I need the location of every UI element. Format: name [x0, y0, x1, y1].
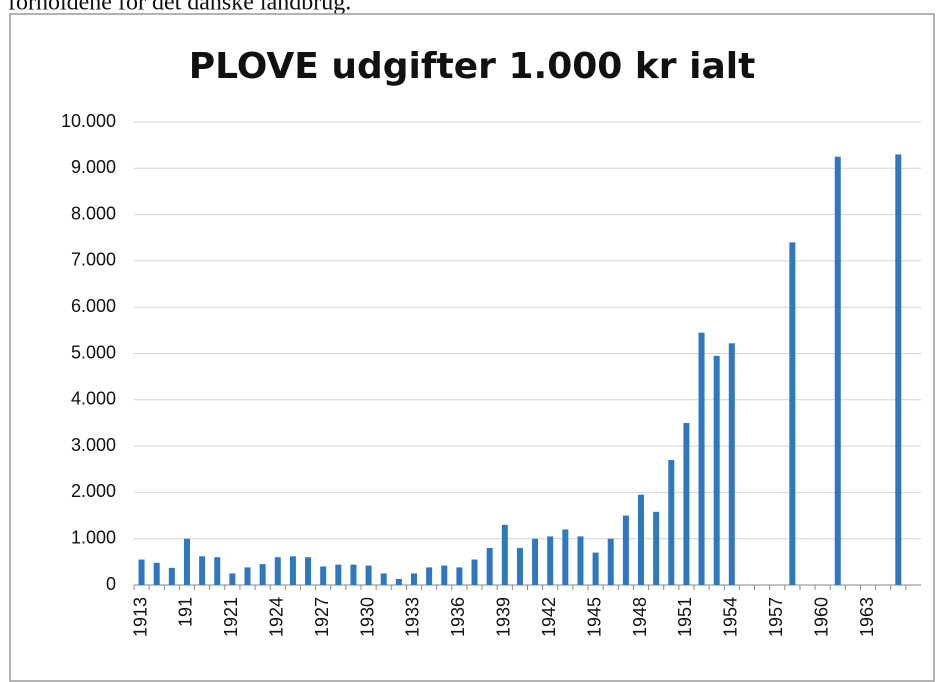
x-tick-label: 1957 [766, 597, 786, 637]
bar [577, 536, 584, 585]
bar [501, 524, 508, 585]
x-tick-label: 1960 [811, 597, 831, 637]
y-tick-label: 2.000 [71, 481, 116, 501]
bar [138, 559, 145, 585]
bar [274, 557, 281, 585]
x-tick-label: 1948 [630, 597, 650, 637]
x-tick-label: 1921 [221, 597, 241, 637]
x-tick-label: 1927 [312, 597, 332, 637]
x-tick-label: 191 [176, 597, 196, 627]
bar [244, 567, 251, 585]
bar [698, 332, 705, 585]
x-tick-label: 1963 [857, 597, 877, 637]
bar [214, 557, 221, 585]
bar [289, 556, 296, 585]
bar [199, 556, 206, 585]
bar [516, 547, 523, 585]
bar [532, 538, 539, 585]
y-tick-label: 7.000 [71, 250, 116, 270]
bar [622, 515, 629, 585]
x-tick-label: 1933 [403, 597, 423, 637]
bar [168, 567, 175, 585]
bar [471, 559, 478, 585]
bar [426, 567, 433, 585]
bar [713, 355, 720, 585]
bar [486, 547, 493, 585]
bar [607, 538, 614, 585]
x-tick-label: 1930 [357, 597, 377, 637]
y-tick-label: 3.000 [71, 435, 116, 455]
x-tick-label: 1913 [130, 597, 150, 637]
bar [335, 564, 342, 585]
x-tick-label: 1939 [494, 597, 514, 637]
x-tick-label: 1924 [267, 597, 287, 637]
bar [456, 567, 463, 585]
bar [395, 578, 402, 585]
y-tick-label: 6.000 [71, 296, 116, 316]
x-tick-label: 1951 [675, 597, 695, 637]
bar [668, 459, 675, 585]
bar [183, 538, 190, 585]
bar [380, 573, 387, 585]
bar [259, 564, 266, 585]
y-tick-label: 8.000 [71, 203, 116, 223]
bar [638, 494, 645, 585]
y-tick-label: 10.000 [61, 111, 116, 131]
y-tick-label: 9.000 [71, 157, 116, 177]
y-tick-label: 0 [106, 574, 116, 594]
bar [320, 566, 327, 585]
bar [365, 565, 372, 585]
bar [305, 557, 312, 585]
bar [547, 536, 554, 585]
bar [562, 529, 569, 585]
y-tick-label: 5.000 [71, 342, 116, 362]
bar [153, 562, 160, 585]
bar [410, 573, 417, 585]
bar [653, 511, 660, 585]
above-text: forholdene for det danske landbrug. [8, 0, 351, 16]
bar [834, 156, 841, 585]
x-tick-label: 1945 [584, 597, 604, 637]
bar [229, 573, 236, 585]
bar [895, 154, 902, 585]
bar [789, 242, 796, 585]
y-tick-label: 1.000 [71, 527, 116, 547]
x-tick-label: 1936 [448, 597, 468, 637]
chart-title: PLOVE udgifter 1.000 kr ialt [189, 46, 756, 87]
x-tick-label: 1942 [539, 597, 559, 637]
bar [728, 343, 735, 585]
bar [441, 565, 448, 585]
bar [683, 422, 690, 585]
x-tick-label: 1954 [721, 597, 741, 637]
bar [592, 552, 599, 585]
bar [350, 564, 357, 585]
y-tick-label: 4.000 [71, 389, 116, 409]
